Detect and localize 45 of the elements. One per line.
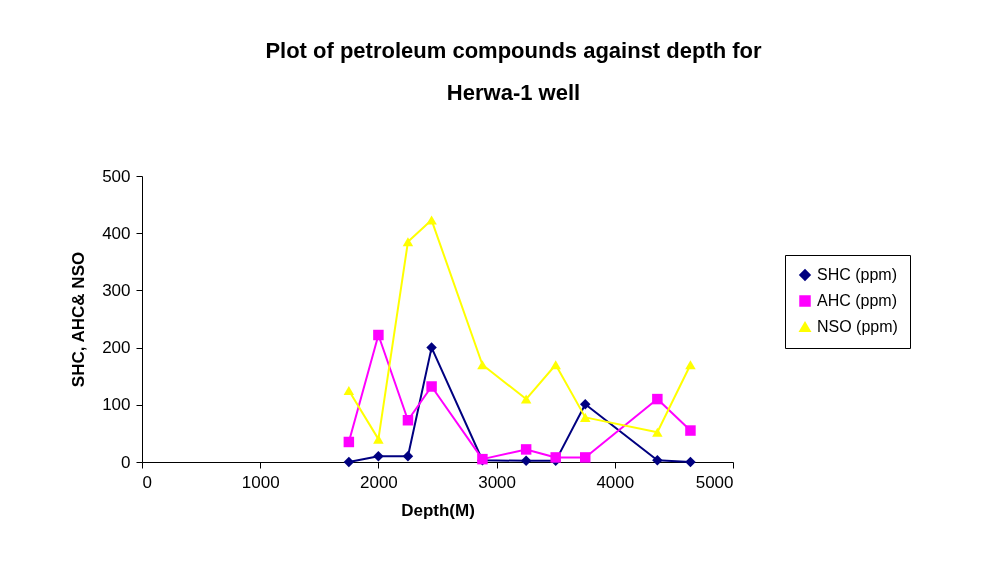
- y-tick-label: 500: [102, 166, 131, 186]
- point: [520, 394, 532, 404]
- point: [343, 385, 355, 396]
- point: [652, 427, 663, 437]
- point: [520, 444, 532, 455]
- x-tick-label: 5000: [695, 472, 734, 492]
- point: [373, 329, 384, 341]
- point: [652, 393, 663, 405]
- point: [343, 436, 355, 448]
- y-tick-label: 300: [102, 280, 131, 300]
- point: [343, 456, 355, 468]
- point: [580, 452, 591, 463]
- y-tick-label: 100: [102, 395, 131, 415]
- point: [685, 360, 696, 370]
- legend-label: SHC (ppm): [817, 266, 898, 283]
- point: [652, 455, 663, 466]
- point: [580, 412, 591, 422]
- point: [580, 398, 591, 410]
- y-tick-label: 200: [102, 338, 131, 358]
- point: [426, 381, 437, 392]
- point: [477, 360, 488, 370]
- y-tick-label: 0: [121, 452, 131, 472]
- point: [373, 451, 384, 462]
- x-tick-label: 0: [142, 472, 152, 492]
- y-axis-title: SHC, AHC& NSO: [69, 251, 89, 388]
- x-tick-label: 4000: [596, 472, 635, 492]
- point: [426, 215, 437, 225]
- legend-label: NSO (ppm): [817, 318, 898, 335]
- point: [402, 451, 414, 462]
- x-tick-label: 1000: [241, 472, 280, 492]
- legend-label: AHC (ppm): [817, 292, 898, 309]
- point: [550, 360, 561, 370]
- point: [550, 452, 561, 463]
- point: [426, 342, 437, 353]
- point: [402, 237, 414, 247]
- point: [520, 455, 532, 467]
- x-tick-label: 3000: [478, 472, 517, 492]
- x-tick-label: 2000: [359, 472, 398, 492]
- point: [373, 434, 384, 444]
- y-tick-label: 400: [102, 223, 131, 243]
- x-axis-title: Depth(M): [401, 500, 475, 520]
- point: [402, 415, 414, 426]
- point: [685, 425, 696, 436]
- point: [685, 456, 696, 468]
- chart-title: Plot of petroleum compounds against depth for Herwa-1 well: [265, 38, 763, 105]
